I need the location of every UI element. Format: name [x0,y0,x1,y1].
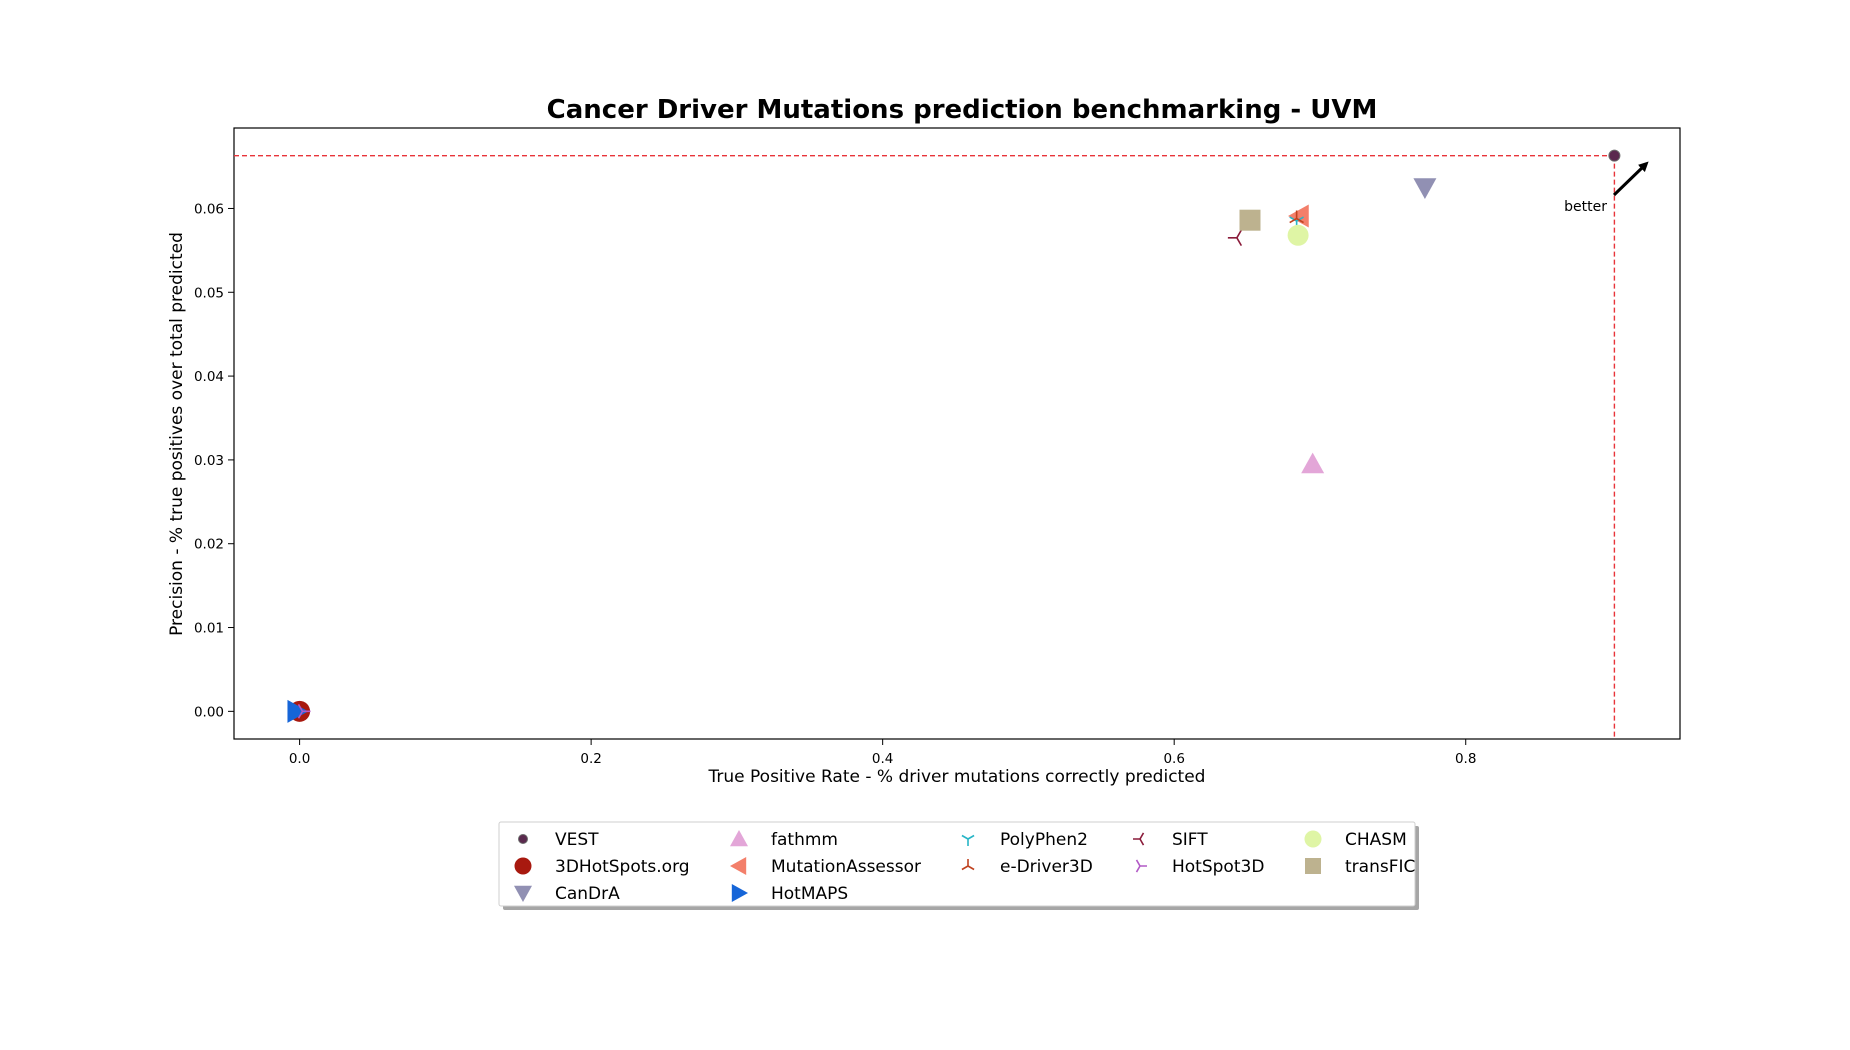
x-axis: 0.0 0.2 0.4 0.6 0.8 [289,739,1476,767]
legend-label-transfic: transFIC [1345,857,1415,877]
legend-label-3dhotspots-org: 3DHotSpots.org [555,857,690,877]
legend-marker-e-driver3d [961,859,975,871]
legend-marker-sift [1133,832,1145,846]
x-tick-label: 0.8 [1455,751,1476,767]
legend: VEST 3DHotSpots.org CanDrA fathmm MutationAs… [498,821,1419,910]
data-points [287,149,1621,723]
point-candra [1413,178,1437,200]
legend-label-hotspot3d: HotSpot3D [1172,857,1264,877]
legend-marker-chasm [1304,830,1322,848]
legend-label-mutationassessor: MutationAssessor [771,857,921,877]
y-tick-label: 0.01 [194,621,224,637]
y-tick-label: 0.02 [194,537,224,553]
y-tick-label: 0.06 [194,201,224,217]
y-tick-label: 0.04 [194,369,224,385]
legend-marker-mutationassessor [730,857,747,875]
x-tick-label: 0.4 [872,751,893,767]
chart-title: Cancer Driver Mutations prediction bench… [547,95,1378,125]
better-arrow [1612,161,1649,197]
legend-label-fathmm: fathmm [771,830,838,850]
y-axis-label: Precision - % true positives over total … [167,232,187,636]
legend-marker-vest [518,834,528,844]
point-hotspot3d [297,704,311,719]
better-annotation: better [1564,199,1607,215]
legend-marker-transfic [1305,858,1321,874]
x-tick-label: 0.6 [1163,751,1184,767]
legend-label-sift: SIFT [1172,830,1208,850]
point-e-driver3d [1289,210,1304,224]
legend-marker-fathmm [730,830,748,847]
y-tick-label: 0.03 [194,453,224,469]
legend-label-hotmaps: HotMAPS [771,884,848,904]
legend-marker-candra [514,885,532,902]
legend-label-vest: VEST [555,830,599,850]
plot-area [233,127,1681,740]
legend-marker-polyphen2 [961,834,975,846]
y-tick-label: 0.00 [194,704,224,720]
point-hotmaps [287,699,309,723]
legend-marker-hotmaps [731,884,748,902]
point-fathmm [1301,452,1325,474]
legend-label-chasm: CHASM [1345,830,1407,850]
x-axis-label: True Positive Rate - % driver mutations … [708,767,1206,787]
reference-lines [234,154,1616,739]
legend-box [498,821,1416,907]
y-tick-label: 0.05 [194,285,224,301]
point-sift [1227,229,1243,246]
legend-marker-hotspot3d [1135,859,1147,873]
legend-label-e-driver3d: e-Driver3D [1000,857,1093,877]
legend-marker-3dhotspots-org [514,857,532,875]
y-axis: 0.00 0.01 0.02 0.03 0.04 0.05 0.06 [194,201,234,720]
legend-label-polyphen2: PolyPhen2 [1000,830,1088,850]
x-tick-label: 0.0 [289,751,310,767]
point-vest [1608,149,1621,162]
point-chasm [1287,224,1309,246]
legend-label-candra: CanDrA [555,884,620,904]
point-transfic [1239,209,1261,231]
x-tick-label: 0.2 [580,751,601,767]
